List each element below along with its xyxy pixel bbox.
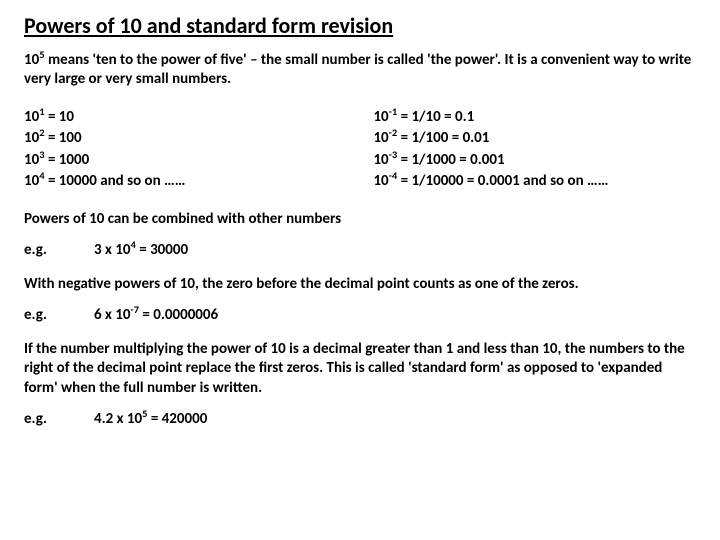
eg1-expression: 3 x 104 = 30000 bbox=[94, 241, 188, 261]
power-rhs: = 10 bbox=[45, 108, 74, 126]
positive-powers-column: 101 = 10102 = 100103 = 1000104 = 10000 a… bbox=[24, 108, 373, 194]
power-base: 10 bbox=[24, 172, 39, 190]
power-exponent: -4 bbox=[389, 169, 398, 182]
power-rhs: = 10000 and so on …… bbox=[45, 172, 186, 190]
eg-label: e.g. bbox=[24, 306, 94, 326]
power-rhs: = 1/1000 = 0.001 bbox=[397, 151, 504, 169]
eg3-result: = 420000 bbox=[147, 410, 207, 428]
intro-text: means 'ten to the power of five' – the s… bbox=[24, 51, 691, 89]
power-line: 101 = 10 bbox=[24, 108, 373, 128]
combine-paragraph: Powers of 10 can be combined with other … bbox=[24, 210, 696, 230]
negative-paragraph: With negative powers of 10, the zero bef… bbox=[24, 275, 696, 295]
eg-label: e.g. bbox=[24, 410, 94, 430]
power-exponent: -1 bbox=[389, 105, 398, 118]
example-3: e.g. 4.2 x 105 = 420000 bbox=[24, 410, 696, 430]
example-2: e.g. 6 x 10-7 = 0.0000006 bbox=[24, 306, 696, 326]
example-1: e.g. 3 x 104 = 30000 bbox=[24, 241, 696, 261]
power-rhs: = 1/10000 = 0.0001 and so on …… bbox=[397, 172, 608, 190]
eg1-base: 3 x 10 bbox=[94, 241, 130, 259]
power-exponent: -2 bbox=[389, 126, 398, 139]
powers-columns: 101 = 10102 = 100103 = 1000104 = 10000 a… bbox=[24, 108, 696, 194]
negative-powers-column: 10-1 = 1/10 = 0.110-2 = 1/100 = 0.0110-3… bbox=[373, 108, 696, 194]
power-rhs: = 1/100 = 0.01 bbox=[397, 129, 489, 147]
power-line: 103 = 1000 bbox=[24, 151, 373, 171]
power-base: 10 bbox=[373, 108, 388, 126]
power-line: 10-2 = 1/100 = 0.01 bbox=[373, 129, 696, 149]
eg2-result: = 0.0000006 bbox=[139, 306, 218, 324]
power-base: 10 bbox=[373, 151, 388, 169]
power-line: 10-1 = 1/10 = 0.1 bbox=[373, 108, 696, 128]
power-base: 10 bbox=[373, 129, 388, 147]
page-title: Powers of 10 and standard form revision bbox=[24, 12, 696, 41]
power-rhs: = 1000 bbox=[45, 151, 90, 169]
power-base: 10 bbox=[24, 151, 39, 169]
power-line: 104 = 10000 and so on …… bbox=[24, 172, 373, 192]
power-line: 10-4 = 1/10000 = 0.0001 and so on …… bbox=[373, 172, 696, 192]
power-line: 102 = 100 bbox=[24, 129, 373, 149]
intro-base: 10 bbox=[24, 51, 39, 69]
power-base: 10 bbox=[24, 129, 39, 147]
power-base: 10 bbox=[24, 108, 39, 126]
eg3-expression: 4.2 x 105 = 420000 bbox=[94, 410, 207, 430]
eg2-expression: 6 x 10-7 = 0.0000006 bbox=[94, 306, 218, 326]
eg2-exponent: -7 bbox=[130, 303, 139, 316]
power-line: 10-3 = 1/1000 = 0.001 bbox=[373, 151, 696, 171]
eg3-base: 4.2 x 10 bbox=[94, 410, 142, 428]
eg-label: e.g. bbox=[24, 241, 94, 261]
eg2-base: 6 x 10 bbox=[94, 306, 130, 324]
power-base: 10 bbox=[373, 172, 388, 190]
power-rhs: = 100 bbox=[45, 129, 82, 147]
intro-paragraph: 105 means 'ten to the power of five' – t… bbox=[24, 51, 696, 90]
standard-form-paragraph: If the number multiplying the power of 1… bbox=[24, 340, 696, 399]
power-exponent: -3 bbox=[389, 148, 398, 161]
eg1-result: = 30000 bbox=[136, 241, 188, 259]
power-rhs: = 1/10 = 0.1 bbox=[397, 108, 474, 126]
